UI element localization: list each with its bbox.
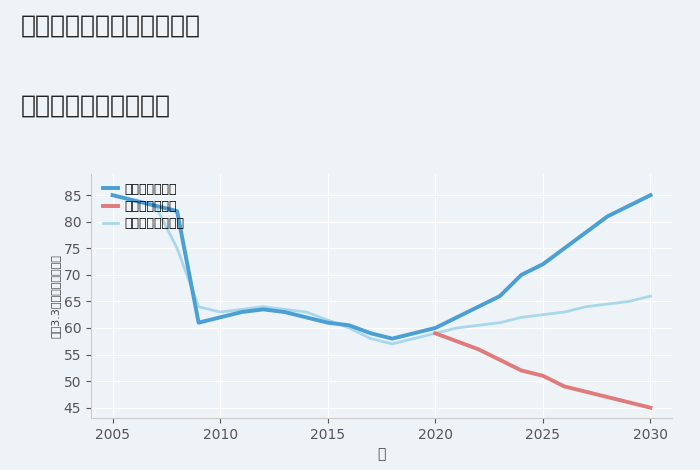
バッドシナリオ <box>625 400 634 405</box>
ノーマルシナリオ <box>582 304 590 310</box>
Y-axis label: 坪（3.3㎡）単価（万円）: 坪（3.3㎡）単価（万円） <box>51 254 61 338</box>
バッドシナリオ <box>453 338 461 344</box>
ノーマルシナリオ <box>453 325 461 331</box>
バッドシナリオ <box>517 368 526 373</box>
ノーマルシナリオ <box>130 198 138 204</box>
バッドシナリオ <box>474 346 482 352</box>
Line: バッドシナリオ: バッドシナリオ <box>435 333 650 407</box>
グッドシナリオ <box>108 192 117 198</box>
グッドシナリオ <box>302 314 310 320</box>
グッドシナリオ <box>517 272 526 278</box>
バッドシナリオ <box>431 330 440 336</box>
バッドシナリオ <box>603 394 612 400</box>
Legend: グッドシナリオ, バッドシナリオ, ノーマルシナリオ: グッドシナリオ, バッドシナリオ, ノーマルシナリオ <box>103 182 184 230</box>
グッドシナリオ <box>453 314 461 320</box>
ノーマルシナリオ <box>151 203 160 209</box>
グッドシナリオ <box>388 336 396 341</box>
Text: 中古戸建ての価格推移: 中古戸建ての価格推移 <box>21 94 171 118</box>
ノーマルシナリオ <box>302 309 310 315</box>
グッドシナリオ <box>646 192 654 198</box>
グッドシナリオ <box>367 330 375 336</box>
グッドシナリオ <box>323 320 332 326</box>
グッドシナリオ <box>130 198 138 204</box>
バッドシナリオ <box>560 384 568 389</box>
バッドシナリオ <box>582 389 590 394</box>
グッドシナリオ <box>539 261 547 267</box>
ノーマルシナリオ <box>281 306 289 312</box>
グッドシナリオ <box>431 325 440 331</box>
グッドシナリオ <box>560 245 568 251</box>
ノーマルシナリオ <box>625 298 634 304</box>
バッドシナリオ <box>496 357 504 363</box>
Line: グッドシナリオ: グッドシナリオ <box>113 195 650 338</box>
グッドシナリオ <box>237 309 246 315</box>
グッドシナリオ <box>496 293 504 299</box>
グッドシナリオ <box>173 208 181 214</box>
グッドシナリオ <box>281 309 289 315</box>
グッドシナリオ <box>151 203 160 209</box>
ノーマルシナリオ <box>259 304 267 310</box>
ノーマルシナリオ <box>431 330 440 336</box>
グッドシナリオ <box>603 213 612 219</box>
バッドシナリオ <box>646 405 654 410</box>
ノーマルシナリオ <box>367 336 375 341</box>
ノーマルシナリオ <box>496 320 504 326</box>
グッドシナリオ <box>345 322 354 328</box>
ノーマルシナリオ <box>108 192 117 198</box>
グッドシナリオ <box>410 330 418 336</box>
グッドシナリオ <box>216 314 224 320</box>
X-axis label: 年: 年 <box>377 447 386 462</box>
ノーマルシナリオ <box>410 336 418 341</box>
グッドシナリオ <box>474 304 482 310</box>
ノーマルシナリオ <box>539 312 547 318</box>
ノーマルシナリオ <box>345 325 354 331</box>
ノーマルシナリオ <box>216 309 224 315</box>
ノーマルシナリオ <box>237 306 246 312</box>
バッドシナリオ <box>539 373 547 379</box>
ノーマルシナリオ <box>388 341 396 347</box>
グッドシナリオ <box>582 229 590 235</box>
ノーマルシナリオ <box>195 304 203 310</box>
グッドシナリオ <box>625 203 634 209</box>
Text: 三重県津市久居緑が丘町の: 三重県津市久居緑が丘町の <box>21 14 201 38</box>
ノーマルシナリオ <box>173 245 181 251</box>
ノーマルシナリオ <box>517 314 526 320</box>
ノーマルシナリオ <box>323 317 332 323</box>
ノーマルシナリオ <box>603 301 612 307</box>
グッドシナリオ <box>259 306 267 312</box>
グッドシナリオ <box>195 320 203 326</box>
Line: ノーマルシナリオ: ノーマルシナリオ <box>113 195 650 344</box>
ノーマルシナリオ <box>646 293 654 299</box>
ノーマルシナリオ <box>560 309 568 315</box>
ノーマルシナリオ <box>474 322 482 328</box>
